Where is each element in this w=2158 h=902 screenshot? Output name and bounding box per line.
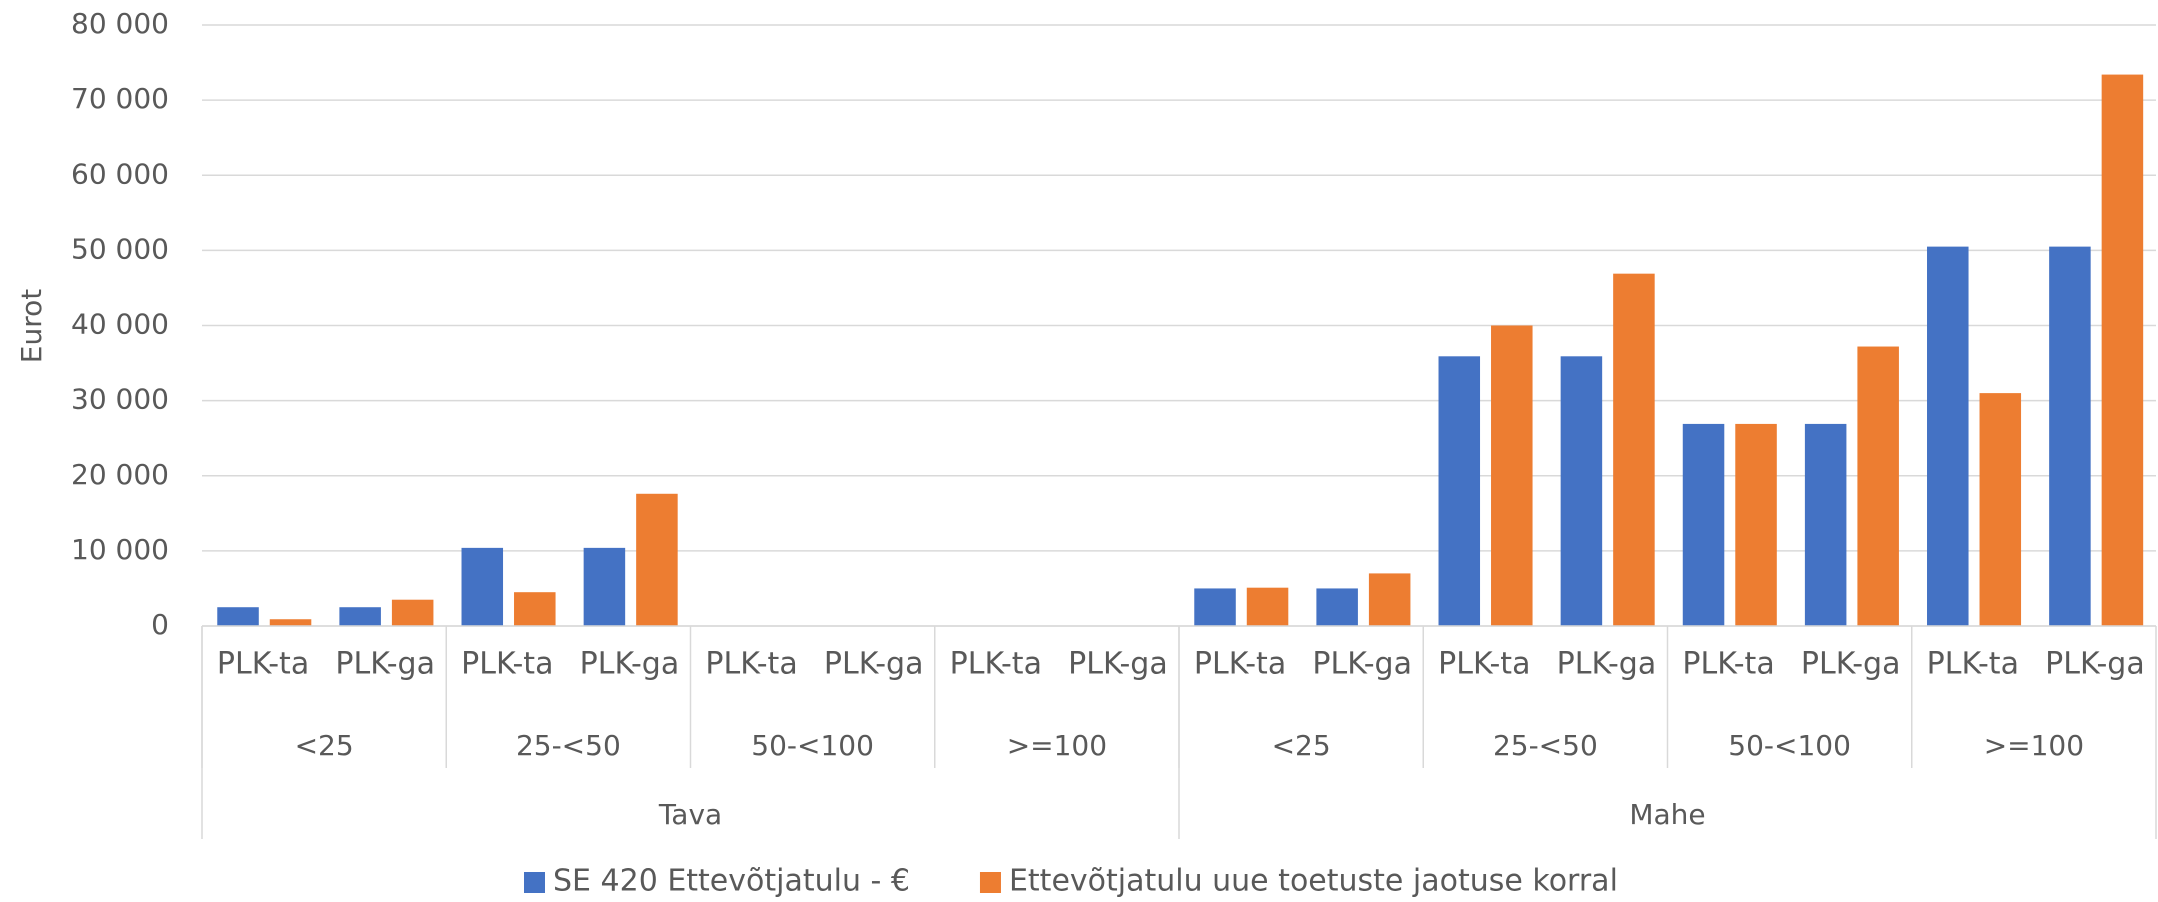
bar (636, 493, 678, 626)
x-tick-label: PLK-ga (824, 647, 924, 682)
bar (1316, 588, 1358, 626)
y-tick-label: 30 000 (71, 383, 169, 416)
legend-label: SE 420 Ettevõtjatulu - € (553, 864, 910, 899)
bar (269, 619, 312, 626)
bar (514, 592, 556, 626)
x-tick-label: PLK-ta (1682, 647, 1774, 682)
y-tick-label: 0 (151, 608, 169, 641)
bar (2049, 246, 2091, 626)
x-tick-label: PLK-ga (1557, 647, 1657, 682)
bar (2101, 74, 2144, 626)
y-tick-label: 40 000 (71, 308, 169, 341)
bar (1560, 356, 1603, 626)
y-tick-label: 20 000 (71, 458, 169, 491)
x-tick-label: PLK-ta (217, 647, 309, 682)
x-tick-label: PLK-ta (950, 647, 1042, 682)
y-tick-label: 50 000 (71, 232, 169, 265)
bar (1857, 346, 1899, 626)
x-tick-label: PLK-ga (1801, 647, 1901, 682)
bar (1979, 393, 2022, 626)
x-tick-label: PLK-ta (705, 647, 797, 682)
subgroup-label: <25 (295, 729, 354, 762)
bar (1613, 273, 1655, 626)
y-tick-label: 60 000 (71, 157, 169, 190)
y-tick-label: 10 000 (71, 533, 169, 566)
bar (1735, 423, 1777, 626)
x-tick-label: PLK-ga (335, 647, 435, 682)
subgroup-label: <25 (1272, 729, 1331, 762)
bar (1438, 356, 1481, 626)
bar (1804, 423, 1847, 626)
legend-label: Ettevõtjatulu uue toetuste jaotuse korra… (1009, 864, 1618, 899)
bar (217, 607, 259, 626)
x-tick-label: PLK-ta (1438, 647, 1530, 682)
y-axis-label: Eurot (15, 289, 48, 363)
subgroup-label: 50-<100 (751, 729, 874, 762)
bar (1682, 423, 1725, 626)
x-tick-label: PLK-ta (1927, 647, 2019, 682)
x-tick-label: PLK-ga (580, 647, 680, 682)
bar (391, 599, 434, 626)
subgroup-label: 50-<100 (1728, 729, 1851, 762)
x-tick-label: PLK-ta (1194, 647, 1286, 682)
x-tick-label: PLK-ta (461, 647, 553, 682)
bar (339, 607, 381, 626)
bar (461, 547, 504, 626)
group-label: Mahe (1629, 798, 1705, 831)
bar (583, 547, 626, 626)
bar (1368, 573, 1411, 626)
subgroup-label: 25-<50 (1493, 729, 1598, 762)
bar (1927, 246, 1969, 626)
group-label: Tava (658, 798, 722, 831)
bar (1194, 588, 1236, 626)
bar (1246, 587, 1289, 626)
legend-swatch (979, 872, 1001, 893)
bar (1491, 325, 1533, 626)
x-tick-label: PLK-ga (2045, 647, 2145, 682)
y-tick-label: 80 000 (71, 7, 169, 40)
y-tick-label: 70 000 (71, 82, 169, 115)
subgroup-label: >=100 (1007, 729, 1107, 762)
subgroup-label: >=100 (1984, 729, 2084, 762)
x-tick-label: PLK-ga (1068, 647, 1168, 682)
x-tick-label: PLK-ga (1312, 647, 1412, 682)
subgroup-label: 25-<50 (516, 729, 621, 762)
legend-swatch (524, 872, 545, 893)
